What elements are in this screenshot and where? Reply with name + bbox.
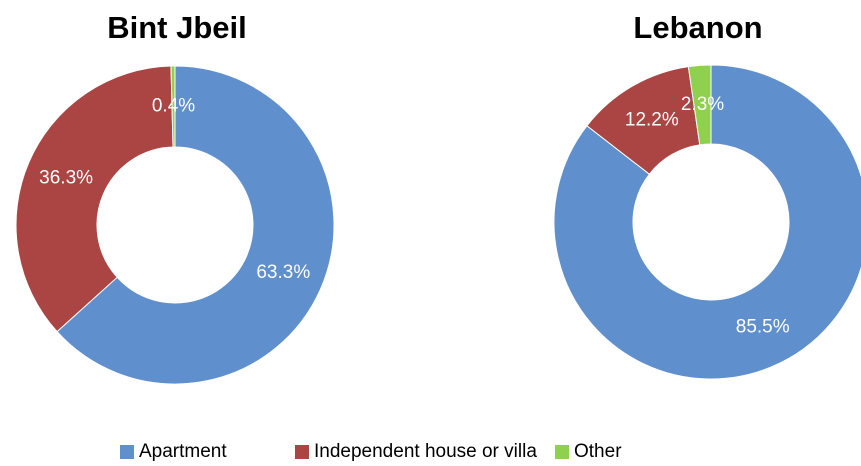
donut-slice — [687, 64, 712, 146]
slice-label: 12.2% — [625, 110, 679, 131]
chart-title: Lebanon — [633, 10, 762, 45]
donut-slice — [170, 65, 176, 148]
legend-swatch — [120, 445, 134, 459]
legend-label: Other — [574, 441, 622, 462]
slice-label: 0.4% — [152, 96, 195, 117]
donut-slice — [56, 65, 335, 385]
slice-label: 36.3% — [39, 167, 93, 188]
slice-label: 63.3% — [256, 262, 310, 283]
slice-label: 85.5% — [736, 317, 790, 338]
donut-slice — [15, 65, 174, 333]
legend-swatch — [295, 445, 309, 459]
legend-swatch — [555, 445, 569, 459]
donut-slice — [553, 64, 861, 380]
chart-title: Bint Jbeil — [107, 10, 247, 45]
slice-label: 2.3% — [681, 94, 724, 115]
legend-label: Apartment — [139, 441, 227, 462]
legend-label: Independent house or villa — [314, 441, 537, 462]
